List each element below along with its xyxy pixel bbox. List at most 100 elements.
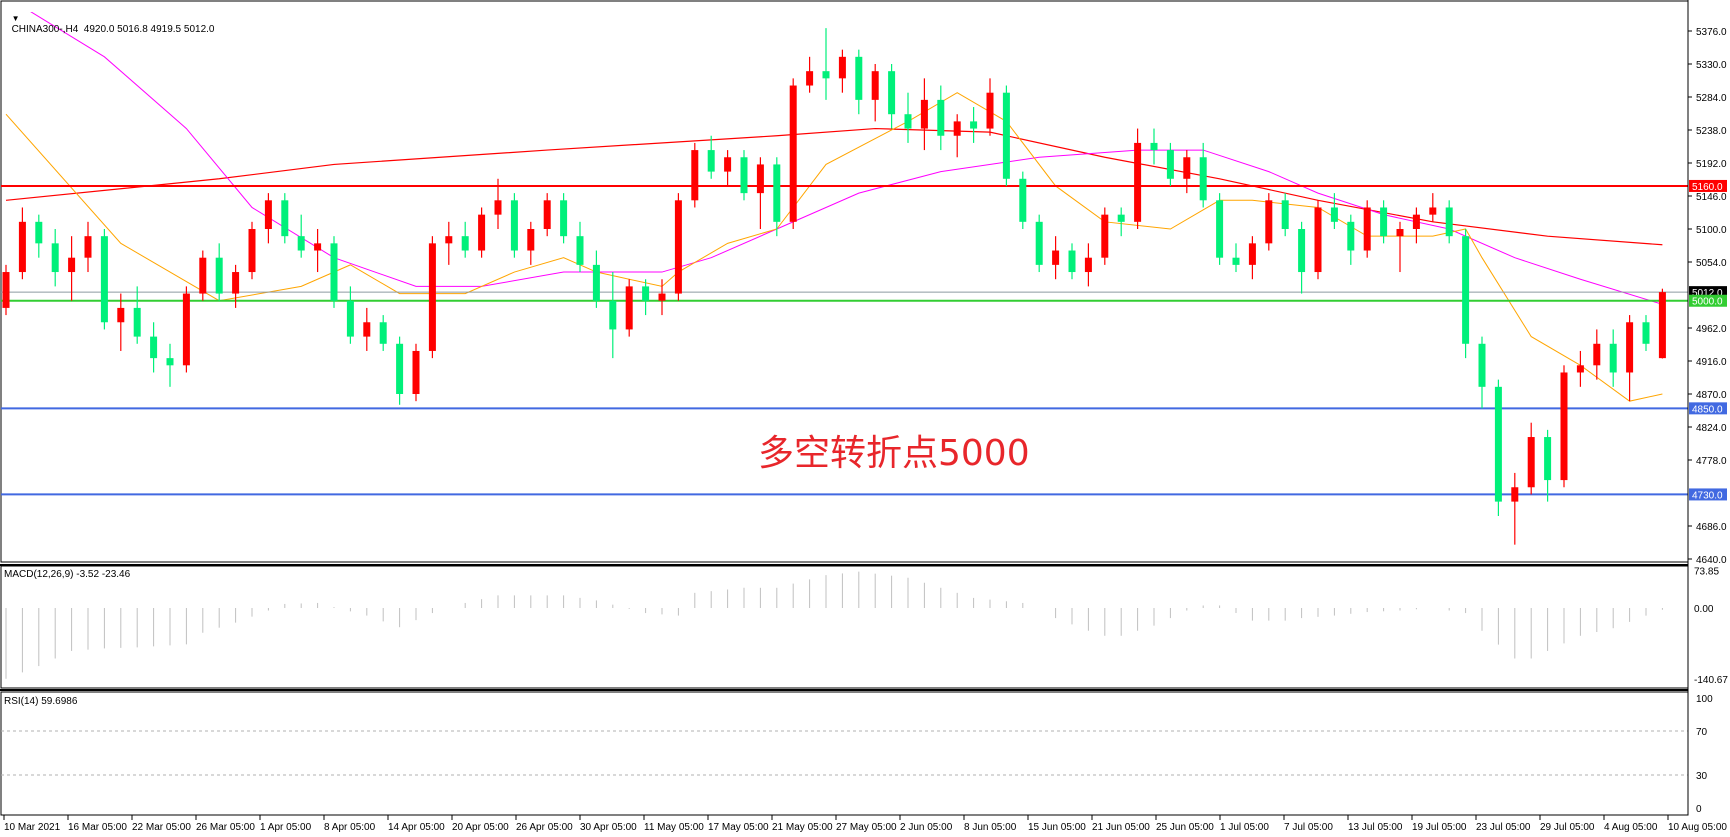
candle-body [920,99,928,129]
price-level-badge [1689,402,1727,415]
rsi-tick-label: 0 [1696,804,1702,815]
candle-body [888,71,896,115]
candle-body [412,350,420,394]
date-tick-label: 13 Jul 05:00 [1348,822,1403,833]
candle-body [1199,157,1207,201]
date-tick-label: 16 Mar 05:00 [68,822,127,833]
bear-candle [1281,193,1289,237]
candle-body [527,229,535,251]
rsi-line [6,729,1662,791]
candle-body [543,200,551,229]
date-tick-label: 23 Jul 05:00 [1476,822,1531,833]
bull-candle [871,64,879,122]
candle-body [740,157,748,194]
bull-candle [1527,422,1535,495]
bear-candle [1380,200,1388,244]
date-tick-label: 17 May 05:00 [708,822,769,833]
date-tick-label: 10 Mar 2021 [4,822,61,833]
bull-candle [674,193,682,301]
price-tick-label: 4962.0 [1696,324,1727,335]
candle-body [789,85,797,222]
price-tick-label: 5284.0 [1696,93,1727,104]
candle-body [1544,437,1552,481]
price-level-badge [1689,488,1727,501]
bull-candle [724,150,732,186]
bear-candle [150,322,158,373]
candle-body [117,307,125,323]
bear-candle [707,135,715,179]
bull-candle [1314,200,1322,280]
candle-body [1002,92,1010,179]
date-tick-label: 21 May 05:00 [772,822,833,833]
rsi-label: RSI(14) 59.6986 [4,696,78,707]
price-level-label: 5000.0 [1692,297,1723,308]
candle-body [199,257,207,294]
bull-candle [478,207,486,258]
date-tick-label: 2 Jun 05:00 [900,822,953,833]
bear-candle [1445,200,1453,244]
date-tick-label: 8 Jun 05:00 [964,822,1017,833]
candle-body [1363,207,1371,251]
bull-candle [806,56,814,93]
date-tick-label: 20 Apr 05:00 [452,822,509,833]
candle-body [264,200,272,229]
candle-body [838,56,846,79]
bull-candle [1248,236,1256,280]
candle-body [560,200,568,237]
candle-body [1183,157,1191,179]
macd-signal-line [6,574,1662,673]
candle-body [609,300,617,330]
bear-candle [773,157,781,237]
bull-candle [1052,236,1060,280]
candle-body [1494,386,1502,502]
date-tick-label: 7 Jul 05:00 [1284,822,1333,833]
bear-candle [461,221,469,258]
bear-candle [281,193,289,244]
bear-candle [1609,329,1617,387]
bull-candle [756,157,764,229]
bull-candle [691,142,699,208]
bull-candle [1576,350,1584,387]
candle-body [642,286,650,301]
bull-candle [428,236,436,359]
candle-body [1462,236,1470,344]
candle-body [658,293,666,301]
candle-body [1330,207,1338,222]
candle-body [494,200,502,215]
candle-body [478,214,486,251]
bull-candle [838,49,846,93]
candle-body [396,343,404,394]
main-panel-frame [0,0,1689,563]
candle-body [346,300,354,337]
price-tick-label: 5146.0 [1696,192,1727,203]
date-tick-label: 1 Jul 05:00 [1220,822,1269,833]
bull-candle [1363,200,1371,258]
price-tick-label: 5330.0 [1696,60,1727,71]
date-tick-label: 21 Jun 05:00 [1092,822,1150,833]
bear-candle [1199,142,1207,208]
bear-candle [1330,193,1338,229]
date-tick-label: 25 Jun 05:00 [1156,822,1214,833]
candle-body [379,322,387,344]
candle-body [1265,200,1273,244]
bull-candle [18,207,26,280]
candle-body [281,200,289,237]
candle-body [625,286,633,330]
candle-body [232,272,240,294]
bear-candle [642,279,650,316]
candle-body [1166,150,1174,179]
candle-body [1117,214,1125,222]
bear-candle [51,229,59,287]
date-tick-label: 8 Apr 05:00 [324,822,376,833]
price-tick-label: 4824.0 [1696,423,1727,434]
bull-candle [68,236,76,301]
bull-candle [1593,329,1601,380]
bull-candle [1658,288,1666,359]
date-tick-label: 30 Apr 05:00 [580,822,637,833]
bear-candle [1002,85,1010,186]
triangle-down-icon[interactable]: ▼ [11,14,20,23]
candle-body [363,322,371,337]
date-tick-label: 4 Aug 05:00 [1604,822,1658,833]
bear-candle [888,64,896,129]
